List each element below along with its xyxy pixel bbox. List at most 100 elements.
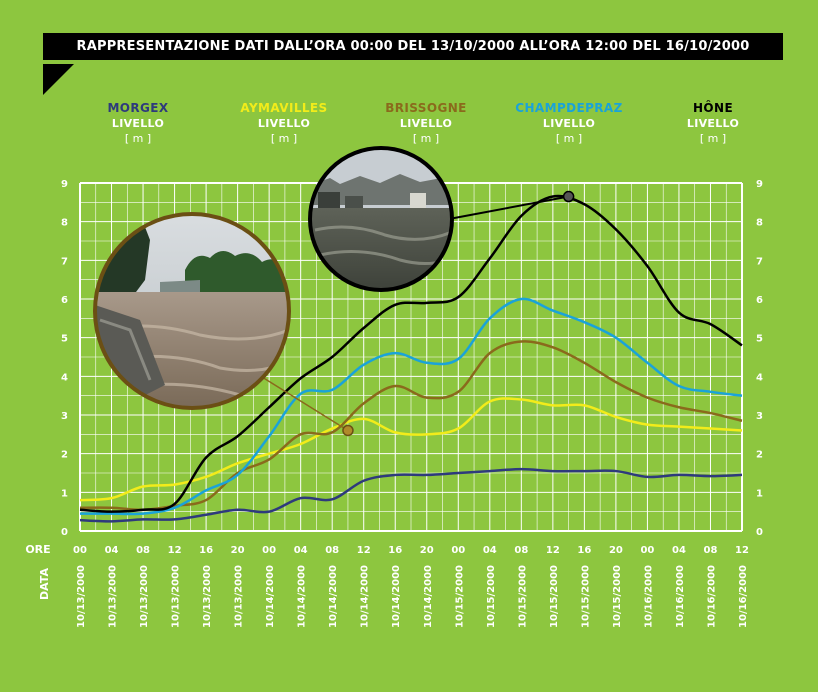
legend-item-champdepraz: CHAMPDEPRAZ LIVELLO [ m ] [509, 101, 629, 145]
legend-series-name: AYMAVILLES [240, 101, 328, 115]
legend-variable: LIVELLO [542, 117, 596, 130]
series-line-morgex [79, 467, 743, 523]
y-tick-label-left: 6 [61, 295, 68, 306]
peak-marker [342, 424, 354, 437]
legend-item-morgex: MORGEX LIVELLO [ m ] [78, 101, 198, 145]
x-hour-tick-label: 16 [577, 545, 591, 556]
series-lines [79, 194, 743, 523]
y-tick-label-left: 4 [61, 372, 68, 383]
y-tick-label-left: 5 [61, 334, 68, 345]
legend-variable: LIVELLO [686, 117, 740, 130]
y-tick-label-right: 5 [756, 334, 763, 345]
series-line-brissogne [79, 340, 743, 512]
x-date-tick-label: 10/14/2000 [297, 565, 308, 628]
x-hour-tick-label: 04 [483, 545, 497, 556]
x-date-tick-label: 10/14/2000 [265, 565, 276, 628]
x-date-tick-label: 10/14/2000 [391, 565, 402, 628]
y-tick-label-right: 9 [756, 179, 763, 190]
chart-title: RAPPRESENTAZIONE DATI DALL’ORA 00:00 DEL… [76, 39, 750, 54]
y-tick-label-left: 7 [61, 256, 68, 267]
y-tick-label-left: 9 [61, 179, 68, 190]
x-date-tick-label: 10/13/2000 [202, 565, 213, 628]
y-tick-label-left: 0 [61, 527, 68, 538]
legend-unit: [ m ] [699, 132, 727, 145]
x-hour-tick-label: 08 [136, 545, 150, 556]
x-date-tick-label: 10/13/2000 [76, 565, 87, 628]
x-date-tick-label: 10/16/2000 [643, 565, 654, 628]
x-hour-tick-label: 00 [262, 545, 276, 556]
series-line-champdepraz [79, 297, 743, 516]
x-hour-tick-label: 12 [546, 545, 560, 556]
x-hour-tick-label: 20 [231, 545, 245, 556]
x-date-tick-label: 10/15/2000 [549, 565, 560, 628]
x-date-tick-label: 10/13/2000 [108, 565, 119, 628]
peak-markers [342, 190, 575, 437]
legend-unit: [ m ] [124, 132, 152, 145]
x-hour-tick-label: 08 [704, 545, 718, 556]
x-date-tick-label: 10/13/2000 [139, 565, 150, 628]
x-date-tick-label: 10/13/2000 [234, 565, 245, 628]
left-photo-connector [261, 376, 349, 432]
x-date-tick-label: 10/15/2000 [486, 565, 497, 628]
x-hour-tick-label: 04 [105, 545, 119, 556]
legend-unit: [ m ] [555, 132, 583, 145]
x-date-tick-label: 10/14/2000 [360, 565, 371, 628]
legend-unit: [ m ] [270, 132, 298, 145]
x-hour-tick-label: 00 [640, 545, 654, 556]
x-hour-tick-label: 00 [73, 545, 87, 556]
x-date-tick-label: 10/14/2000 [328, 565, 339, 628]
x-date-tick-label: 10/16/2000 [675, 565, 686, 628]
x-hour-tick-label: 12 [357, 545, 371, 556]
right-photo-connector [448, 195, 569, 220]
legend-series-name: BRISSOGNE [385, 101, 467, 115]
x-date-tick-label: 10/15/2000 [580, 565, 591, 628]
x-date-tick-label: 10/16/2000 [706, 565, 717, 628]
y-tick-label-right: 2 [756, 450, 763, 461]
x-date-tick-label: 10/15/2000 [517, 565, 528, 628]
y-tick-label-right: 8 [756, 218, 763, 229]
flood-photo-right [308, 146, 454, 292]
x-hour-tick-label: 00 [451, 545, 465, 556]
x-date-tick-label: 10/16/2000 [738, 565, 749, 628]
y-tick-label-left: 1 [61, 488, 68, 499]
x-hour-tick-label: 04 [294, 545, 308, 556]
legend-variable: LIVELLO [111, 117, 165, 130]
x-hour-tick-label: 20 [609, 545, 623, 556]
legend-series-name: CHAMPDEPRAZ [515, 101, 623, 115]
y-tick-label-left: 3 [61, 411, 68, 422]
y-tick-label-right: 6 [756, 295, 763, 306]
y-tick-label-right: 4 [756, 372, 763, 383]
x-date-tick-label: 10/14/2000 [423, 565, 434, 628]
x-hour-tick-label: 08 [325, 545, 339, 556]
x-hour-tick-label: 12 [168, 545, 182, 556]
legend-item-brissogne: BRISSOGNE LIVELLO [ m ] [366, 101, 486, 145]
x-hour-tick-label: 12 [735, 545, 749, 556]
x-hour-tick-label: 08 [514, 545, 528, 556]
hours-row-label: ORE [25, 543, 50, 556]
legend-unit: [ m ] [412, 132, 440, 145]
series-line-hône [79, 194, 743, 513]
legend-variable: LIVELLO [399, 117, 453, 130]
x-hour-tick-label: 16 [199, 545, 213, 556]
river-photo-left [93, 212, 291, 410]
peak-marker [562, 190, 575, 203]
y-tick-label-right: 0 [756, 527, 763, 538]
y-tick-label-right: 1 [756, 488, 763, 499]
y-tick-label-right: 7 [756, 256, 763, 267]
dates-row-label: DATA [38, 568, 51, 600]
x-date-tick-label: 10/15/2000 [612, 565, 623, 628]
x-date-tick-label: 10/15/2000 [454, 565, 465, 628]
legend-series-name: HÔNE [692, 101, 734, 115]
chart-title-bar: RAPPRESENTAZIONE DATI DALL’ORA 00:00 DEL… [43, 33, 783, 60]
x-hour-tick-label: 04 [672, 545, 686, 556]
y-tick-label-right: 3 [756, 411, 763, 422]
legend-item-aymavilles: AYMAVILLES LIVELLO [ m ] [224, 101, 344, 145]
legend-series-name: MORGEX [107, 101, 169, 115]
y-tick-label-left: 8 [61, 218, 68, 229]
x-hour-tick-label: 20 [420, 545, 434, 556]
legend-variable: LIVELLO [257, 117, 311, 130]
x-date-tick-label: 10/13/2000 [171, 565, 182, 628]
x-hour-tick-label: 16 [388, 545, 402, 556]
y-tick-label-left: 2 [61, 450, 68, 461]
